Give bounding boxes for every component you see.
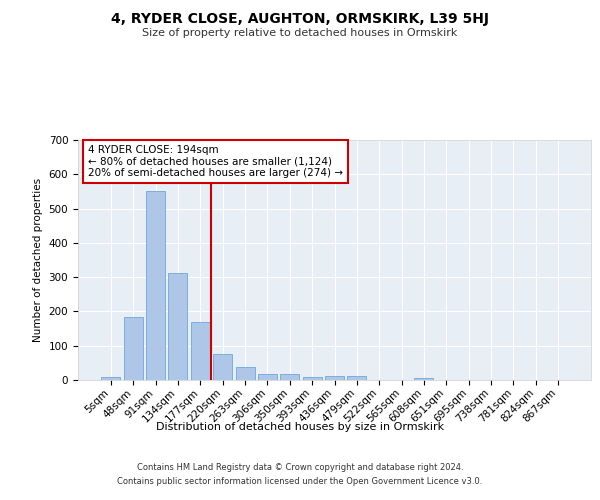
Text: Contains public sector information licensed under the Open Government Licence v3: Contains public sector information licen… — [118, 478, 482, 486]
Bar — [191, 322, 210, 380]
Bar — [280, 374, 299, 380]
Bar — [415, 378, 433, 380]
Bar — [101, 378, 121, 380]
Text: Contains HM Land Registry data © Crown copyright and database right 2024.: Contains HM Land Registry data © Crown c… — [137, 462, 463, 471]
Bar — [236, 367, 254, 380]
Bar — [124, 316, 143, 380]
Text: Size of property relative to detached houses in Ormskirk: Size of property relative to detached ho… — [142, 28, 458, 38]
Text: 4, RYDER CLOSE, AUGHTON, ORMSKIRK, L39 5HJ: 4, RYDER CLOSE, AUGHTON, ORMSKIRK, L39 5… — [111, 12, 489, 26]
Y-axis label: Number of detached properties: Number of detached properties — [33, 178, 43, 342]
Bar — [347, 376, 367, 380]
Bar — [213, 354, 232, 380]
Bar — [325, 376, 344, 380]
Bar — [258, 374, 277, 380]
Bar — [169, 272, 187, 380]
Text: 4 RYDER CLOSE: 194sqm
← 80% of detached houses are smaller (1,124)
20% of semi-d: 4 RYDER CLOSE: 194sqm ← 80% of detached … — [88, 145, 343, 178]
Bar — [146, 192, 165, 380]
Text: Distribution of detached houses by size in Ormskirk: Distribution of detached houses by size … — [156, 422, 444, 432]
Bar — [302, 377, 322, 380]
